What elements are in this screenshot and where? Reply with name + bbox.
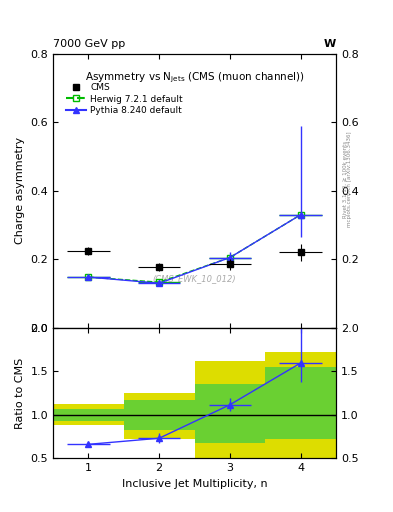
Y-axis label: Ratio to CMS: Ratio to CMS (15, 357, 25, 429)
Text: (CMS_EWK_10_012): (CMS_EWK_10_012) (153, 274, 236, 283)
Y-axis label: Charge asymmetry: Charge asymmetry (15, 137, 25, 244)
Text: Rivet 3.1.10, ≥ 100k events: Rivet 3.1.10, ≥ 100k events (343, 141, 348, 218)
Legend: CMS, Herwig 7.2.1 default, Pythia 8.240 default: CMS, Herwig 7.2.1 default, Pythia 8.240 … (63, 80, 185, 118)
Text: Asymmetry vs N$_{\mathregular{jets}}$ (CMS (muon channel)): Asymmetry vs N$_{\mathregular{jets}}$ (C… (84, 70, 305, 84)
X-axis label: Inclusive Jet Multiplicity, n: Inclusive Jet Multiplicity, n (122, 479, 267, 488)
Text: W: W (324, 38, 336, 49)
Text: 7000 GeV pp: 7000 GeV pp (53, 38, 125, 49)
Text: mcplots.cern.ch [arXiv:1306.3436]: mcplots.cern.ch [arXiv:1306.3436] (347, 132, 352, 227)
